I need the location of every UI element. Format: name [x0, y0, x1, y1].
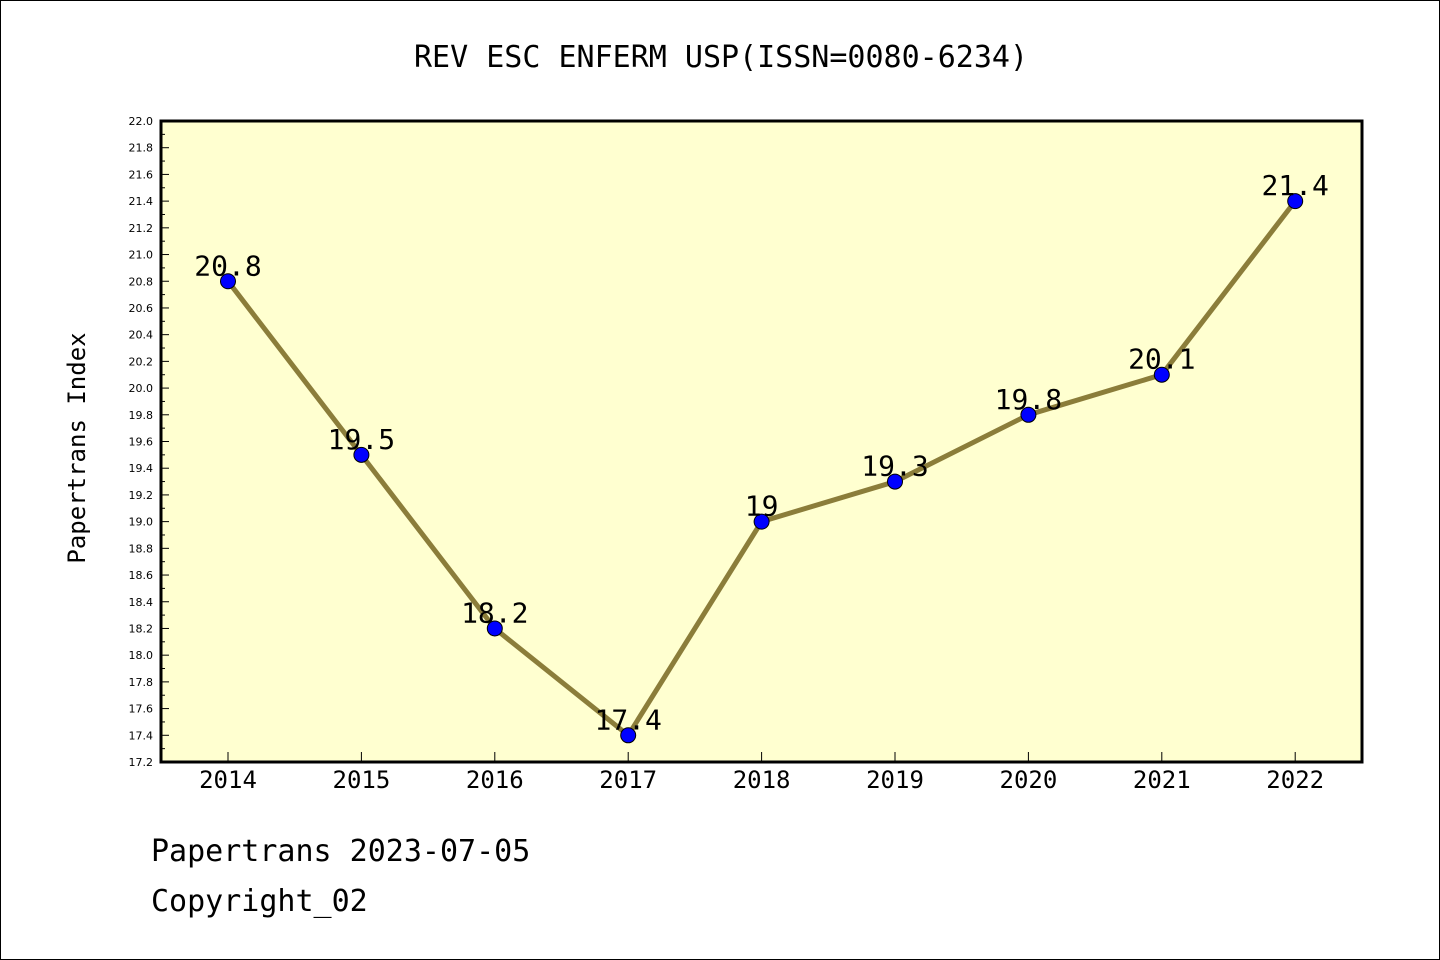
x-tick-label: 2022: [1266, 766, 1324, 794]
y-tick-label: 18.8: [129, 542, 154, 555]
x-tick-label: 2014: [199, 766, 257, 794]
data-label: 19.5: [328, 423, 395, 456]
y-tick-label: 19.8: [129, 409, 154, 422]
x-tick-label: 2018: [733, 766, 791, 794]
data-point: [1287, 193, 1304, 210]
x-tick-label: 2015: [333, 766, 391, 794]
data-label: 19: [745, 490, 779, 523]
y-tick-label: 20.4: [129, 329, 154, 342]
y-tick-label: 17.4: [129, 729, 154, 742]
data-point: [486, 620, 503, 637]
y-axis: 17.2 17.4 17.6 17.8 18.0 18.2 18.4 18.6 18.8 19.0…: [129, 115, 169, 769]
y-tick-label: 21.6: [129, 168, 154, 181]
y-tick-label: 18.2: [129, 622, 154, 635]
data-label: 19.8: [995, 383, 1062, 416]
y-tick-label: 21.0: [129, 249, 154, 262]
data-point: [353, 446, 370, 463]
y-tick-label: 19.0: [129, 516, 154, 529]
series-layer: 20.8 19.5 18.2 17.4 19 19.3 19.8 20.1 21.4: [194, 169, 1329, 744]
data-label: 18.2: [461, 596, 528, 629]
data-point: [1020, 406, 1037, 423]
data-label: 19.3: [861, 450, 928, 483]
x-tick-label: 2016: [466, 766, 524, 794]
data-point: [620, 727, 637, 744]
x-tick-label: 2020: [1000, 766, 1058, 794]
x-tick-label: 2021: [1133, 766, 1191, 794]
plot-area: [161, 121, 1362, 762]
data-label: 20.1: [1128, 343, 1195, 376]
data-label: 21.4: [1261, 169, 1328, 202]
y-tick-label: 19.6: [129, 436, 154, 449]
y-tick-label: 18.4: [129, 596, 154, 609]
y-tick-label: 18.6: [129, 569, 154, 582]
y-tick-label: 21.8: [129, 142, 154, 155]
y-tick-label: 17.6: [129, 703, 154, 716]
y-tick-label: 20.2: [129, 355, 154, 368]
data-point: [887, 473, 903, 490]
x-tick-label: 2017: [599, 766, 657, 794]
data-point: [220, 273, 236, 290]
y-tick-label: 20.8: [129, 275, 154, 288]
y-tick-label: 18.0: [129, 649, 154, 662]
y-tick-label: 19.2: [129, 489, 154, 502]
y-tick-label: 20.0: [129, 382, 154, 395]
data-label: 17.4: [594, 703, 661, 736]
data-label: 20.8: [194, 249, 261, 282]
data-point: [1153, 366, 1170, 383]
y-tick-label: 20.6: [129, 302, 154, 315]
y-axis-label: Papertrans Index: [63, 332, 91, 563]
y-tick-label: 21.2: [129, 222, 154, 235]
y-tick-label: 19.4: [129, 462, 154, 475]
footer-copyright: Copyright_02: [151, 884, 368, 919]
x-axis: 2014 2015 2016 2017 2018 2019 2020 2021 2022: [199, 752, 1324, 794]
data-point: [753, 513, 770, 530]
plot-frame: [159, 119, 1364, 764]
x-tick-label: 2019: [866, 766, 924, 794]
y-tick-label: 21.4: [129, 195, 154, 208]
footer-date: Papertrans 2023-07-05: [151, 834, 531, 869]
y-tick-label: 22.0: [129, 115, 154, 128]
chart-title: REV ESC ENFERM USP(ISSN=0080-6234): [414, 40, 1028, 75]
y-tick-label: 17.2: [129, 756, 154, 769]
y-tick-label: 17.8: [129, 676, 154, 689]
